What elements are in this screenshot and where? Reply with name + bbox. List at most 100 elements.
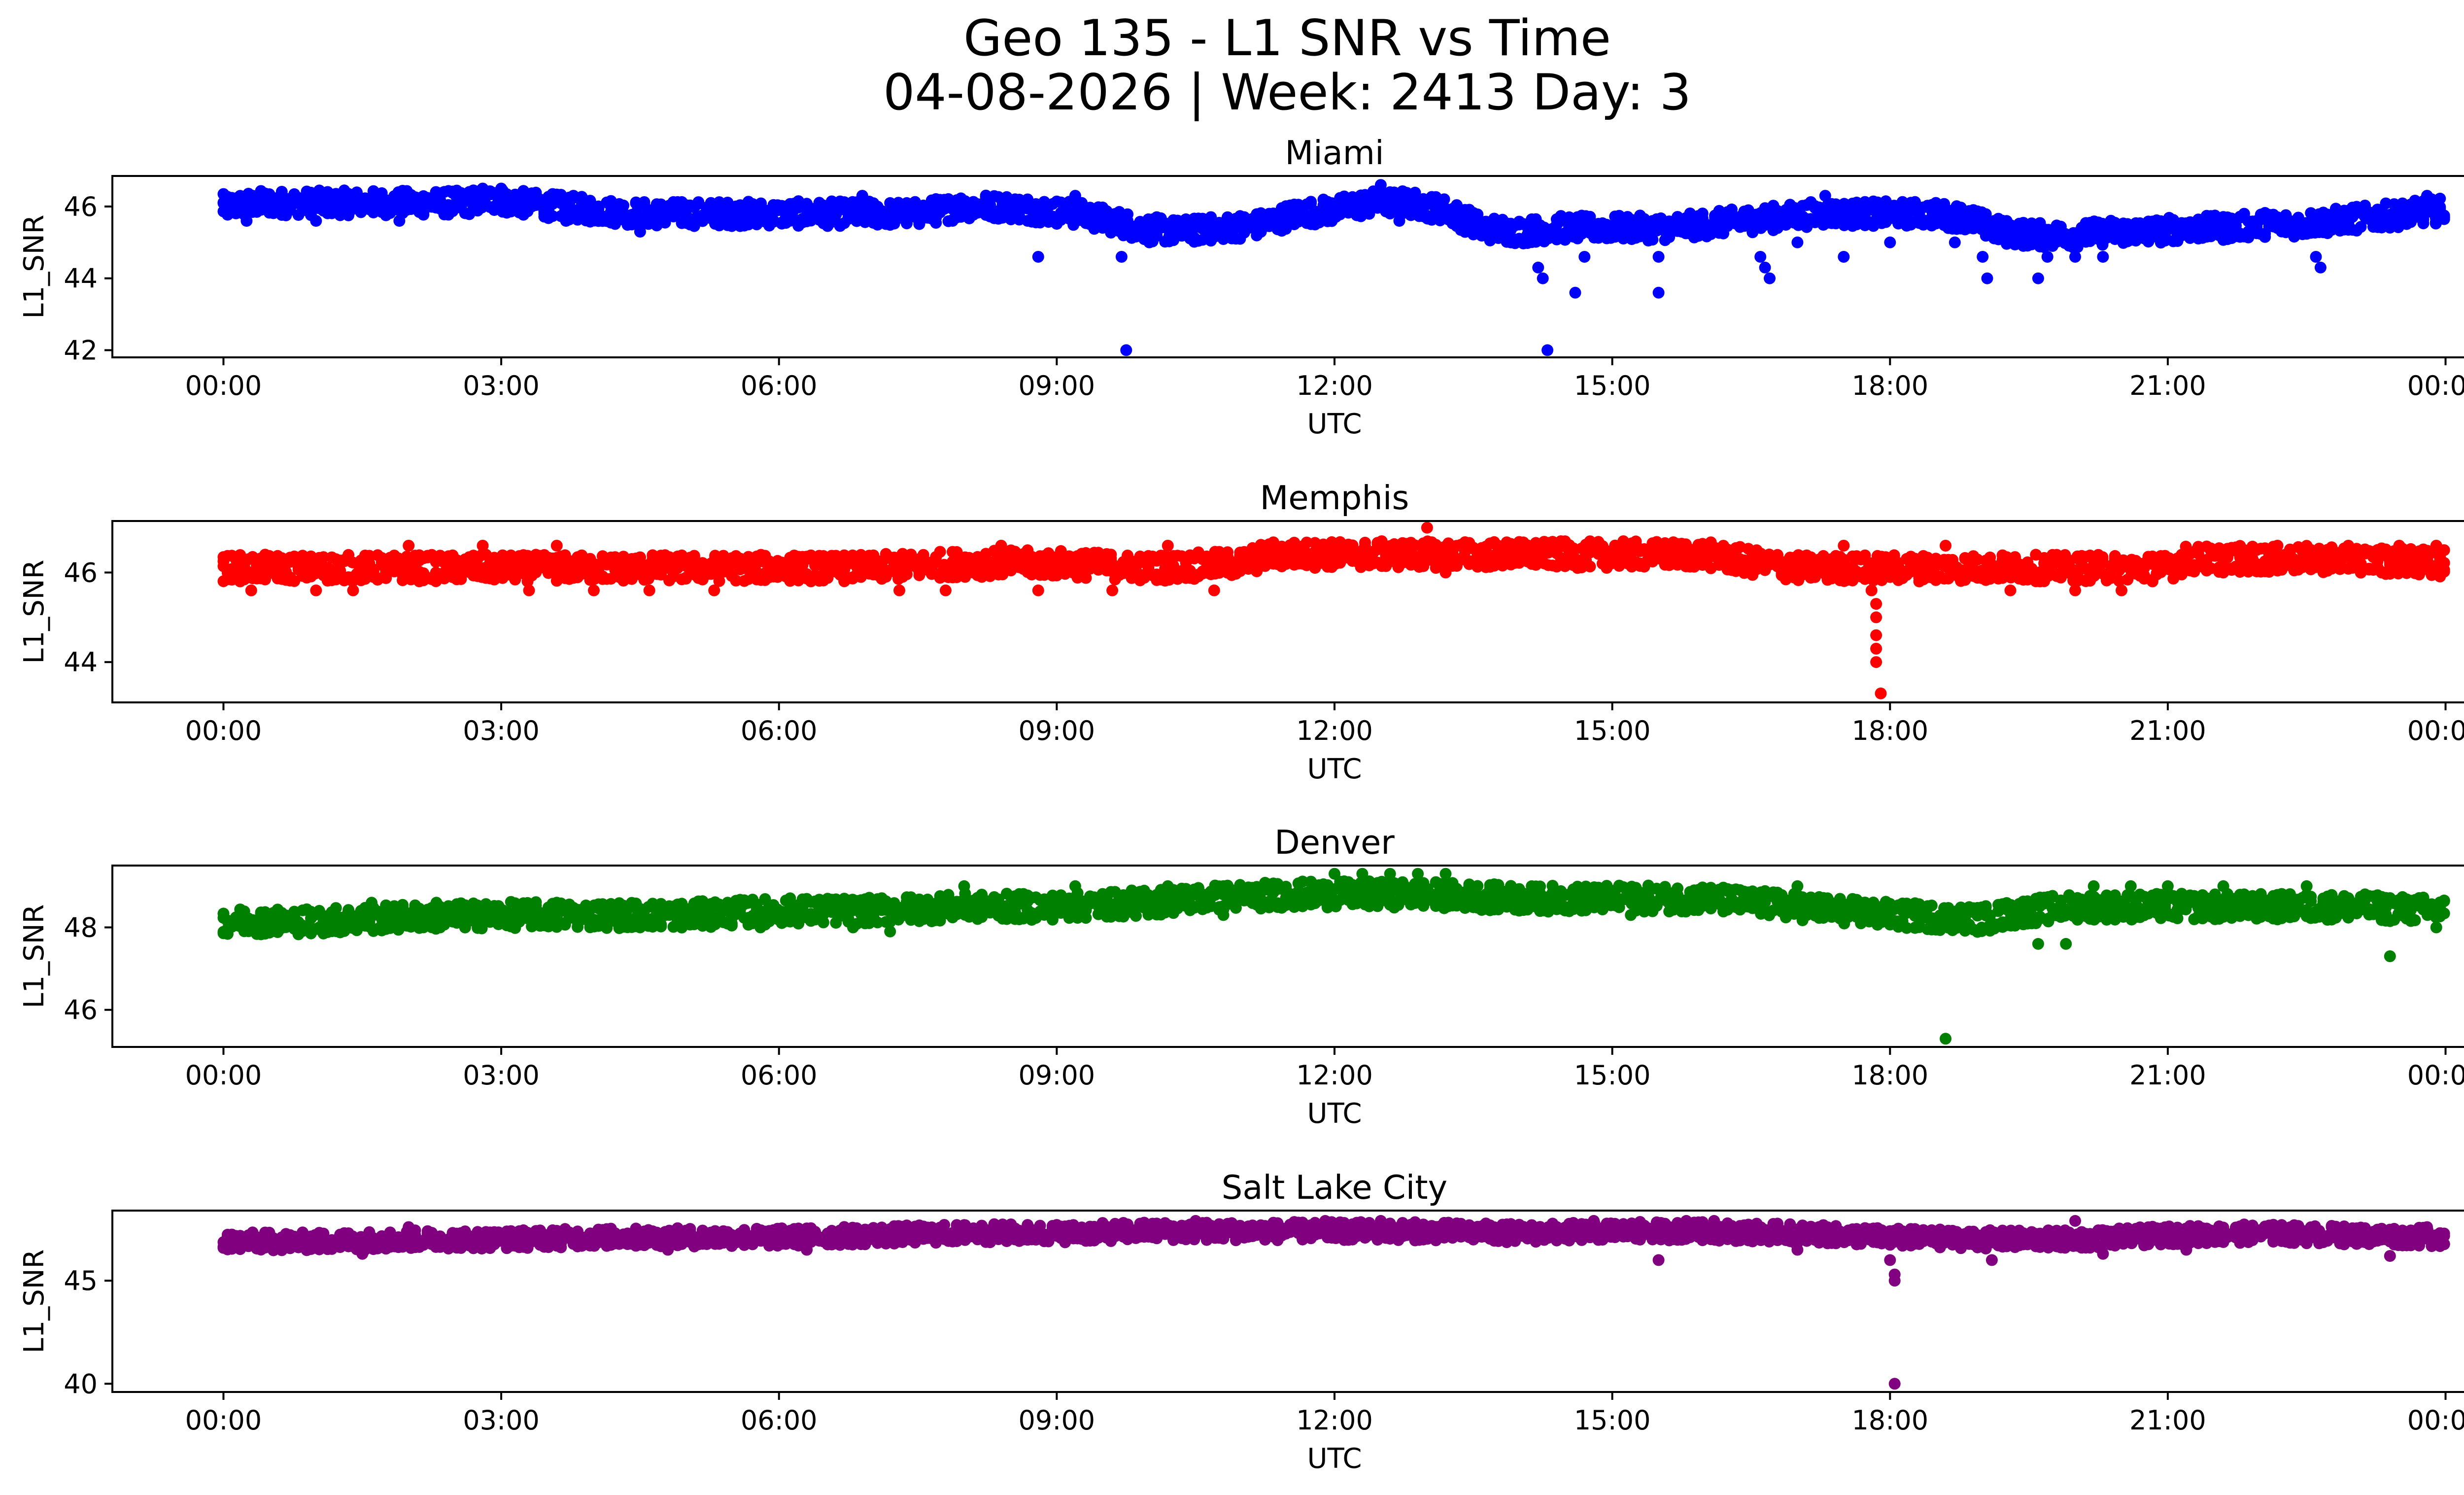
outlier-point [1870, 629, 1882, 641]
outlier-point [588, 584, 600, 596]
x-axis-label: UTC [1307, 408, 1362, 440]
outlier-point [477, 182, 489, 195]
outlier-point [240, 215, 253, 227]
outlier-point [1421, 522, 1433, 534]
data-point [547, 210, 559, 222]
data-point [2438, 565, 2450, 578]
outlier-point [477, 540, 489, 552]
x-tick-label: 18:00 [1851, 715, 1928, 746]
x-tick-label: 00:00 [185, 715, 262, 746]
data-point [2192, 541, 2204, 553]
outlier-point [1940, 540, 1951, 552]
data-points [217, 522, 2450, 699]
outlier-point [1143, 236, 1156, 248]
data-point [1080, 572, 1092, 584]
outlier-point [310, 584, 322, 596]
outlier-point [1870, 598, 1882, 610]
x-tick-label: 00:00 [2407, 715, 2464, 746]
data-point [2438, 209, 2450, 222]
x-tick-label: 09:00 [1019, 370, 1095, 401]
data-points [217, 179, 2450, 356]
data-point [934, 546, 946, 558]
data-point [2355, 221, 2367, 233]
outlier-point [393, 215, 406, 227]
outlier-point [1374, 179, 1387, 191]
data-point [1417, 560, 1430, 572]
data-point [713, 575, 725, 587]
outlier-point [245, 584, 257, 596]
outlier-point [1819, 190, 1831, 202]
outlier-point [1870, 656, 1882, 668]
x-tick-label: 00:00 [2407, 370, 2464, 401]
x-tick-label: 21:00 [2129, 370, 2206, 401]
subplot-title: Denver [1274, 823, 1395, 862]
data-point [1567, 542, 1579, 555]
outlier-point [1393, 215, 1405, 227]
data-point [330, 902, 342, 914]
outlier-point [1208, 584, 1220, 596]
outlier-point [634, 226, 646, 238]
outlier-point [2004, 584, 2017, 596]
data-point [621, 911, 634, 923]
outlier-point [995, 540, 1007, 552]
data-point [2071, 575, 2084, 587]
data-point [1584, 560, 1596, 573]
data-point [1438, 193, 1450, 206]
outlier-point [2421, 190, 2433, 202]
data-point [2334, 563, 2346, 575]
data-point [317, 551, 330, 563]
outlier-point [708, 584, 720, 596]
data-point [334, 201, 346, 213]
outlier-point [1115, 251, 1128, 263]
data-point [1359, 536, 1371, 549]
outlier-point [1032, 584, 1044, 596]
outlier-point [1754, 251, 1767, 263]
data-point [930, 217, 942, 229]
data-point [617, 199, 630, 211]
figure-subtitle: 04-08-2026 | Week: 2413 Day: 3 [883, 63, 1691, 122]
outlier-point [495, 182, 508, 195]
outlier-point [2217, 566, 2229, 579]
outlier-point [1764, 272, 1776, 284]
data-point [2434, 192, 2446, 205]
y-tick-label: 46 [64, 557, 98, 588]
outlier-point [1870, 611, 1882, 624]
outlier-point [1578, 251, 1591, 263]
outlier-point [403, 540, 415, 552]
outlier-point [1875, 687, 1887, 699]
outlier-point [1120, 344, 1132, 356]
data-point [342, 904, 355, 916]
data-point [476, 922, 488, 935]
outlier-point [1569, 286, 1581, 299]
outlier-point [856, 190, 868, 202]
data-point [1646, 234, 1659, 246]
outlier-point [2069, 584, 2081, 596]
outlier-point [523, 584, 535, 596]
x-tick-label: 06:00 [741, 370, 818, 401]
outlier-point [939, 584, 952, 596]
x-tick-label: 03:00 [463, 370, 540, 401]
data-point [692, 196, 705, 209]
outlier-point [1652, 251, 1665, 263]
outlier-point [1884, 236, 1896, 248]
y-tick-label: 46 [64, 191, 98, 222]
outlier-point [2430, 540, 2442, 552]
outlier-point [1870, 643, 1882, 655]
data-point [334, 565, 346, 577]
data-point [655, 918, 667, 931]
data-point [1305, 196, 1317, 208]
outlier-point [1759, 261, 1771, 274]
outlier-point [1541, 344, 1554, 356]
x-tick-label: 09:00 [1019, 715, 1095, 746]
data-point [634, 551, 646, 563]
outlier-point [1838, 540, 1850, 552]
data-point [2271, 540, 2284, 552]
outlier-point [550, 540, 563, 552]
data-point [1584, 210, 1596, 223]
y-axis-label: L1_SNR [18, 559, 50, 663]
outlier-point [1981, 272, 1993, 284]
x-tick-label: 00:00 [185, 370, 262, 401]
x-tick-label: 03:00 [463, 715, 540, 746]
